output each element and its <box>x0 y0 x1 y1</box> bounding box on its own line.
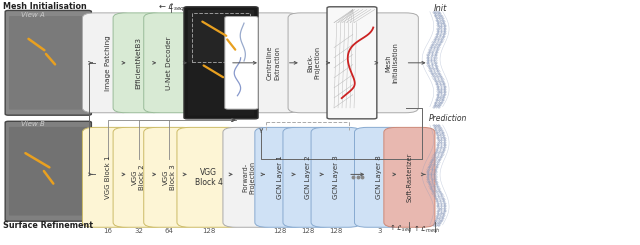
FancyBboxPatch shape <box>283 127 333 227</box>
Text: $\uparrow\mathcal{L}_{seq}$: $\uparrow\mathcal{L}_{seq}$ <box>388 222 412 235</box>
Text: VGG Block 1: VGG Block 1 <box>105 156 111 199</box>
FancyBboxPatch shape <box>9 16 88 110</box>
FancyBboxPatch shape <box>144 13 195 113</box>
Text: 128: 128 <box>202 228 216 234</box>
Text: 128: 128 <box>273 228 287 234</box>
FancyBboxPatch shape <box>255 127 305 227</box>
FancyBboxPatch shape <box>366 13 419 113</box>
FancyBboxPatch shape <box>9 127 88 216</box>
Text: 128: 128 <box>329 228 342 234</box>
FancyBboxPatch shape <box>188 62 254 116</box>
FancyBboxPatch shape <box>223 127 274 227</box>
Text: 3: 3 <box>377 228 381 234</box>
Text: U-Net Decoder: U-Net Decoder <box>166 36 172 90</box>
Text: Forward-
Projection: Forward- Projection <box>242 161 255 194</box>
FancyBboxPatch shape <box>384 127 435 227</box>
FancyBboxPatch shape <box>247 13 300 113</box>
FancyBboxPatch shape <box>5 121 92 221</box>
Text: 64: 64 <box>165 228 173 234</box>
Text: EfficientNetB3: EfficientNetB3 <box>136 37 141 89</box>
Text: Surface Refinement: Surface Refinement <box>3 221 93 230</box>
Text: 32: 32 <box>134 228 143 234</box>
Text: GCN Layer 8: GCN Layer 8 <box>376 155 382 199</box>
Text: VGG
Block 2: VGG Block 2 <box>132 164 145 190</box>
Text: View A: View A <box>21 12 45 18</box>
Text: Init: Init <box>434 4 447 13</box>
FancyBboxPatch shape <box>113 13 164 113</box>
Text: Centreline
Extraction: Centreline Extraction <box>267 46 280 80</box>
Text: Prediction: Prediction <box>429 114 468 123</box>
Text: Image Patching: Image Patching <box>105 35 111 91</box>
FancyBboxPatch shape <box>188 10 254 63</box>
FancyBboxPatch shape <box>355 127 404 227</box>
Text: Back-
Projection: Back- Projection <box>307 46 320 79</box>
Text: Mesh
Initialisation: Mesh Initialisation <box>386 42 399 83</box>
Text: Mesh Initialisation: Mesh Initialisation <box>3 2 86 11</box>
Text: GCN Layer 2: GCN Layer 2 <box>305 156 311 199</box>
FancyBboxPatch shape <box>311 127 361 227</box>
FancyBboxPatch shape <box>184 7 258 119</box>
FancyBboxPatch shape <box>5 11 92 115</box>
FancyBboxPatch shape <box>144 127 195 227</box>
Text: Soft-Rasterizer: Soft-Rasterizer <box>406 153 412 202</box>
Text: 16: 16 <box>104 228 113 234</box>
Text: $\leftarrow\mathcal{L}_{seq}$: $\leftarrow\mathcal{L}_{seq}$ <box>157 2 186 14</box>
FancyBboxPatch shape <box>113 127 164 227</box>
Text: VGG
Block 3: VGG Block 3 <box>163 164 176 190</box>
FancyBboxPatch shape <box>327 7 377 119</box>
Text: GCN Layer 1: GCN Layer 1 <box>276 155 283 199</box>
Text: View B: View B <box>21 121 45 127</box>
Text: GCN Layer 3: GCN Layer 3 <box>333 155 339 199</box>
FancyBboxPatch shape <box>225 16 258 109</box>
FancyBboxPatch shape <box>288 13 339 113</box>
FancyBboxPatch shape <box>83 13 134 113</box>
FancyBboxPatch shape <box>177 127 241 227</box>
Text: 128: 128 <box>301 228 314 234</box>
Text: $\uparrow\mathcal{L}_{mesh}$: $\uparrow\mathcal{L}_{mesh}$ <box>412 224 440 235</box>
Text: VGG
Block 4: VGG Block 4 <box>195 168 223 187</box>
FancyBboxPatch shape <box>83 127 134 227</box>
